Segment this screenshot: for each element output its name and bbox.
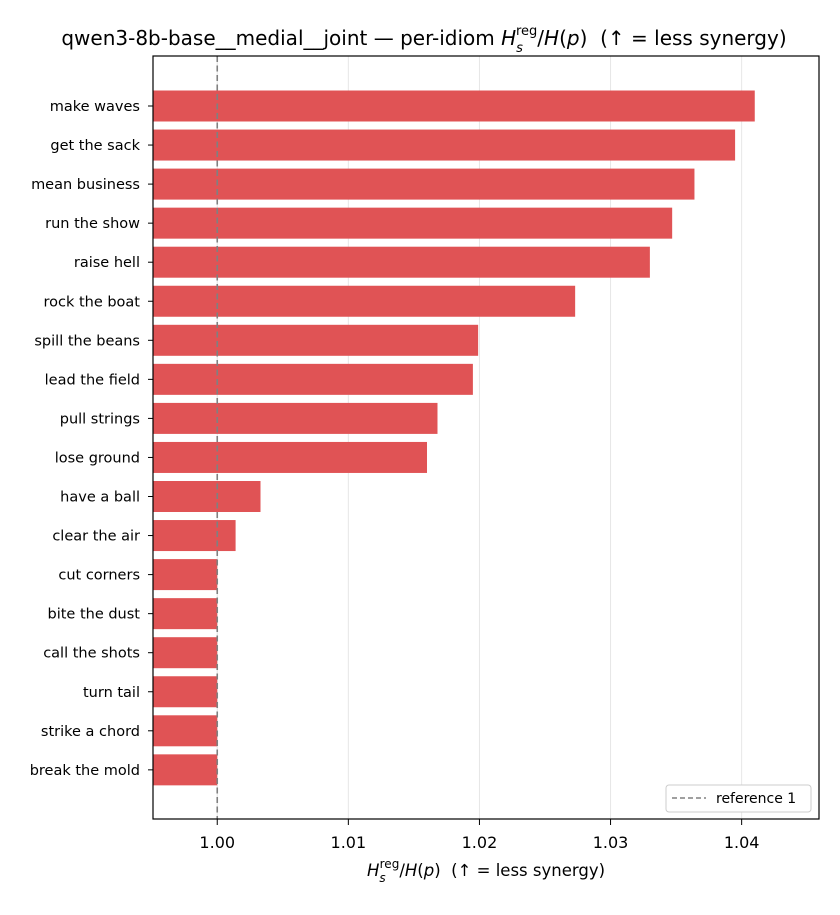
bar-bite-the-dust [153, 598, 218, 630]
y-tick-label-pull-strings: pull strings [60, 411, 140, 427]
bar-spill-the-beans [153, 324, 479, 356]
chart-title: qwen3-8b-base__medial__joint — per-idiom… [61, 24, 786, 56]
y-tick-label-spill-the-beans: spill the beans [34, 333, 140, 349]
legend-reference-label: reference 1 [716, 791, 796, 807]
axes [152, 55, 820, 820]
bar-have-a-ball [153, 481, 261, 512]
y-tick-label-strike-a-chord: strike a chord [41, 724, 140, 740]
y-tick-labels: make waves get the sack mean business run t… [30, 99, 153, 779]
legend-frame [665, 784, 812, 813]
chart-title-suffix: (↑ = less synergy) [587, 26, 786, 50]
bar-pull-strings [153, 402, 438, 434]
y-tick-label-get-the-sack: get the sack [50, 138, 140, 154]
x-tick-label-0: 1.00 [199, 833, 235, 852]
x-tick-label-1: 1.01 [331, 833, 367, 852]
bars [153, 90, 755, 786]
bar-mean-business [153, 168, 695, 200]
bar-run-the-show [153, 207, 673, 239]
y-tick-label-lose-ground: lose ground [55, 450, 140, 466]
y-tick-label-have-a-ball: have a ball [60, 490, 140, 506]
bar-clear-the-air [153, 520, 236, 552]
bar-lead-the-field [153, 363, 473, 395]
bar-strike-a-chord [153, 715, 218, 747]
y-tick-label-mean-business: mean business [31, 177, 140, 193]
y-tick-label-turn-tail: turn tail [83, 685, 140, 701]
bar-make-waves [153, 90, 755, 122]
x-tick-label-3: 1.03 [593, 833, 629, 852]
bar-rock-the-boat [153, 285, 576, 317]
x-tick-labels: 1.00 1.01 1.02 1.03 1.04 [199, 819, 759, 852]
y-tick-label-rock-the-boat: rock the boat [43, 294, 140, 310]
bar-get-the-sack [153, 129, 736, 161]
x-axis-label: Hsreg/H(p) (↑ = less synergy) [367, 857, 605, 885]
legend: reference 1 [665, 784, 812, 813]
y-tick-label-run-the-show: run the show [45, 216, 140, 232]
bar-call-the-shots [153, 637, 218, 669]
y-tick-label-bite-the-dust: bite the dust [48, 607, 141, 623]
bar-raise-hell [153, 246, 650, 278]
y-tick-label-lead-the-field: lead the field [45, 372, 140, 388]
y-tick-label-break-the-mold: break the mold [30, 763, 140, 779]
y-tick-label-clear-the-air: clear the air [52, 529, 140, 545]
bar-break-the-mold [153, 754, 218, 786]
plot-frame [152, 55, 820, 820]
y-tick-label-make-waves: make waves [50, 99, 140, 115]
chart-title-prefix: qwen3-8b-base__medial__joint — per-idiom [61, 26, 501, 50]
x-axis-label-suffix: (↑ = less synergy) [441, 861, 605, 880]
bar-turn-tail [153, 676, 218, 708]
x-tick-label-2: 1.02 [462, 833, 498, 852]
bar-cut-corners [153, 559, 218, 591]
y-tick-label-call-the-shots: call the shots [43, 646, 140, 662]
y-tick-label-cut-corners: cut corners [58, 568, 140, 584]
bar-lose-ground [153, 441, 428, 473]
x-tick-label-4: 1.04 [724, 833, 760, 852]
y-tick-label-raise-hell: raise hell [74, 255, 140, 271]
